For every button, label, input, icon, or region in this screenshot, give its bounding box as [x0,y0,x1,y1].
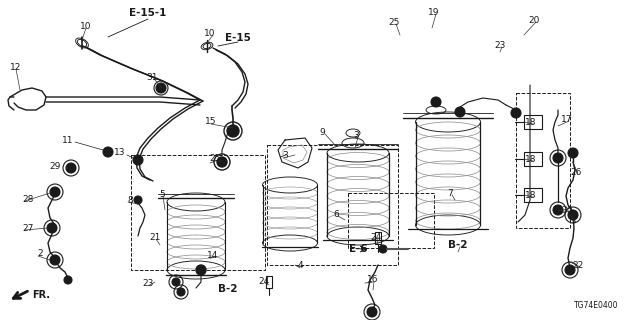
Text: 10: 10 [204,28,216,37]
Text: 10: 10 [80,21,92,30]
Text: 25: 25 [388,18,400,27]
Text: E-15-1: E-15-1 [129,8,166,18]
Text: 21: 21 [149,233,161,242]
Circle shape [47,223,57,233]
Text: 8: 8 [127,196,133,204]
Text: 20: 20 [528,15,540,25]
Text: 1: 1 [571,215,577,225]
Circle shape [379,245,387,253]
Text: 25: 25 [209,154,221,163]
Circle shape [196,265,206,275]
Text: E-6: E-6 [349,244,367,254]
Text: 24: 24 [371,233,381,242]
Text: 29: 29 [49,162,61,171]
Circle shape [431,97,441,107]
Text: 28: 28 [22,195,34,204]
Circle shape [227,125,239,137]
Circle shape [103,147,113,157]
Text: 11: 11 [62,135,74,145]
Text: 6: 6 [333,210,339,219]
Text: 27: 27 [22,223,34,233]
Text: 3: 3 [353,131,359,140]
Text: 30: 30 [561,205,573,214]
Circle shape [568,210,578,220]
Bar [348,193,434,248]
Circle shape [134,196,142,204]
Circle shape [50,255,60,265]
Bar [524,152,542,166]
Bar [375,232,381,244]
Text: 18: 18 [525,117,537,126]
Circle shape [66,163,76,173]
Circle shape [64,276,72,284]
Bar [267,145,398,265]
Circle shape [565,265,575,275]
Text: 12: 12 [10,62,22,71]
Bar [516,93,570,228]
Text: 31: 31 [147,73,157,82]
Text: 13: 13 [115,148,125,156]
Bar [524,188,542,202]
Text: 15: 15 [205,116,217,125]
Text: 18: 18 [525,155,537,164]
Circle shape [568,148,578,158]
Text: E-15: E-15 [225,33,251,43]
Text: 24: 24 [259,276,269,285]
Circle shape [367,307,377,317]
Circle shape [156,83,166,93]
Circle shape [177,288,185,296]
Text: 16: 16 [367,276,379,284]
Text: TG74E0400: TG74E0400 [573,300,618,309]
Text: 26: 26 [570,167,582,177]
Circle shape [133,155,143,165]
Circle shape [217,157,227,167]
Text: 7: 7 [447,188,453,197]
Circle shape [553,205,563,215]
Circle shape [511,108,521,118]
Text: 23: 23 [494,41,506,50]
Text: 2: 2 [37,250,43,259]
Text: 4: 4 [297,261,303,270]
Circle shape [172,278,180,286]
Text: 23: 23 [142,279,154,289]
Text: B-2: B-2 [448,240,468,250]
Text: 19: 19 [428,7,440,17]
Circle shape [50,187,60,197]
Circle shape [455,107,465,117]
Text: 22: 22 [572,260,584,269]
Text: 3: 3 [282,150,288,159]
Bar [524,115,542,129]
Bar [131,155,265,270]
Text: 9: 9 [319,127,325,137]
Text: 18: 18 [525,190,537,199]
Bar [266,276,272,288]
Text: 14: 14 [207,251,219,260]
Circle shape [553,153,563,163]
Text: 5: 5 [159,189,165,198]
Text: 17: 17 [561,115,573,124]
Text: FR.: FR. [32,290,50,300]
Text: B-2: B-2 [218,284,237,294]
